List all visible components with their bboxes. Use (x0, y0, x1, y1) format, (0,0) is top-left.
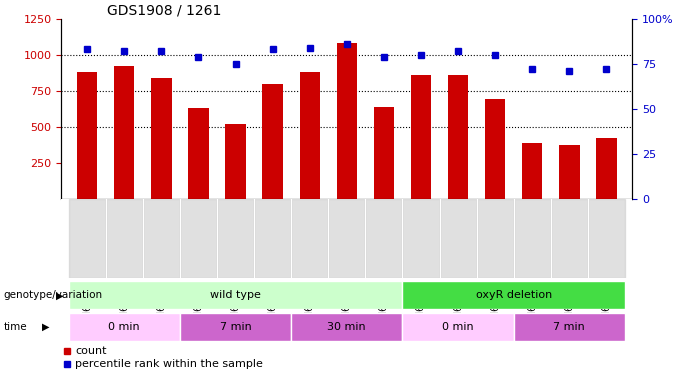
Text: genotype/variation: genotype/variation (3, 290, 103, 300)
Bar (596, 138, 617, 199)
Bar (513, 313, 625, 341)
Bar (559, 146, 579, 199)
Bar (69, 281, 403, 309)
Bar (403, 313, 513, 341)
Bar (180, 199, 217, 278)
Bar (143, 199, 180, 278)
Text: 0 min: 0 min (108, 322, 140, 332)
Bar (439, 199, 477, 278)
Text: percentile rank within the sample: percentile rank within the sample (75, 359, 263, 369)
Text: 7 min: 7 min (554, 322, 585, 332)
Bar (374, 106, 394, 199)
Bar (291, 199, 328, 278)
Bar (522, 142, 543, 199)
Bar (477, 199, 513, 278)
Bar (217, 199, 254, 278)
Bar (403, 281, 625, 309)
Bar (225, 124, 245, 199)
Bar (69, 199, 105, 278)
Text: wild type: wild type (210, 290, 261, 300)
Text: 30 min: 30 min (328, 322, 366, 332)
Bar (77, 72, 97, 199)
Text: 7 min: 7 min (220, 322, 252, 332)
Bar (448, 75, 469, 199)
Bar (254, 199, 291, 278)
Bar (299, 72, 320, 199)
Bar (105, 199, 143, 278)
Bar (328, 199, 365, 278)
Bar (485, 99, 505, 199)
Bar (513, 199, 551, 278)
Bar (151, 78, 171, 199)
Bar (365, 199, 403, 278)
Bar (291, 313, 403, 341)
Bar (114, 66, 135, 199)
Text: ▶: ▶ (41, 322, 49, 332)
Bar (180, 313, 291, 341)
Bar (411, 75, 431, 199)
Text: time: time (3, 322, 27, 332)
Bar (262, 84, 283, 199)
Bar (69, 313, 180, 341)
Text: oxyR deletion: oxyR deletion (475, 290, 552, 300)
Text: GDS1908 / 1261: GDS1908 / 1261 (107, 4, 221, 18)
Bar (188, 108, 209, 199)
Text: ▶: ▶ (56, 290, 64, 300)
Text: 0 min: 0 min (442, 322, 474, 332)
Bar (403, 199, 439, 278)
Bar (551, 199, 588, 278)
Bar (337, 43, 357, 199)
Bar (588, 199, 625, 278)
Text: count: count (75, 346, 107, 356)
